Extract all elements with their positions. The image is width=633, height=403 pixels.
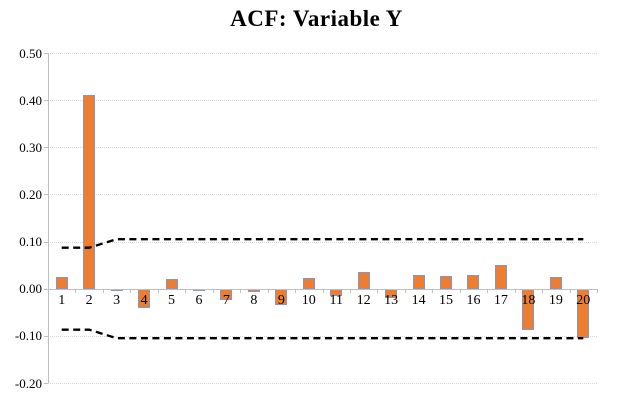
x-axis-tick <box>377 288 379 293</box>
y-axis-line <box>48 53 49 383</box>
gridline <box>48 194 597 196</box>
x-axis-label: 17 <box>493 292 508 308</box>
acf-bar-lag-10 <box>302 278 315 289</box>
y-axis-label: -0.10 <box>14 328 42 344</box>
x-axis-label: 14 <box>411 292 426 308</box>
y-axis-tick <box>44 53 48 54</box>
x-axis-tick <box>75 288 77 293</box>
x-axis-tick <box>487 288 489 293</box>
gridline <box>48 241 597 243</box>
acf-bar-lag-14 <box>412 274 425 289</box>
x-axis-tick <box>185 288 187 293</box>
x-axis-tick <box>514 288 516 293</box>
x-axis-tick <box>130 288 132 293</box>
x-axis-label: 19 <box>548 292 563 308</box>
x-axis-label: 3 <box>113 292 121 308</box>
x-axis-label: 16 <box>466 292 481 308</box>
x-axis-label: 12 <box>356 292 371 308</box>
x-axis-tick <box>404 288 406 293</box>
y-axis-tick <box>44 100 48 102</box>
x-axis-label: 6 <box>195 292 203 308</box>
y-axis-tick <box>44 147 48 149</box>
x-axis-tick <box>349 288 351 293</box>
x-axis-label: 1 <box>58 292 66 308</box>
x-axis-label: 7 <box>222 292 230 308</box>
acf-bar-lag-1 <box>55 276 68 289</box>
acf-bar-lag-5 <box>165 279 178 289</box>
y-axis-label: -0.20 <box>14 375 42 391</box>
x-axis-label: 15 <box>439 292 454 308</box>
gridline <box>48 100 597 102</box>
x-axis-label: 4 <box>140 292 148 308</box>
x-axis-tick <box>240 288 242 293</box>
x-axis-tick <box>459 288 461 293</box>
x-axis-label: 18 <box>521 292 536 308</box>
x-axis-tick <box>48 288 49 293</box>
x-axis-label: 9 <box>277 292 285 308</box>
y-axis-tick <box>44 288 48 290</box>
y-axis-label: 0.50 <box>19 45 42 61</box>
y-axis-tick <box>44 194 48 196</box>
y-axis-label: 0.00 <box>19 281 42 297</box>
lower-confidence-band <box>61 328 584 340</box>
y-axis-tick <box>44 383 48 384</box>
upper-confidence-band <box>61 238 584 249</box>
gridline <box>48 335 597 337</box>
y-axis-label: 0.10 <box>19 234 42 250</box>
y-axis-tick <box>44 335 48 337</box>
acf-bar-lag-12 <box>357 272 370 289</box>
x-axis-tick <box>295 288 297 293</box>
plot-area: 1 2 3 4 5 6 7 8 9 10 11 12 13 14 15 16 17 18 19 20 <box>48 53 597 384</box>
chart-title: ACF: Variable Y <box>230 6 403 31</box>
x-axis-tick <box>267 288 269 293</box>
x-axis-label: 10 <box>301 292 316 308</box>
x-axis-tick <box>212 288 214 293</box>
x-axis-label: 20 <box>576 292 591 308</box>
acf-bar-lag-19 <box>549 276 562 289</box>
acf-bar-lag-15 <box>440 275 453 289</box>
acf-bar-lag-17 <box>494 265 507 289</box>
x-axis-tick <box>542 288 544 293</box>
x-axis-tick <box>157 288 159 293</box>
x-axis-label: 8 <box>250 292 258 308</box>
x-axis-label: 13 <box>384 292 399 308</box>
x-axis-tick <box>432 288 434 293</box>
x-axis-tick <box>102 288 104 293</box>
gridline <box>48 147 597 149</box>
y-axis-tick <box>44 241 48 243</box>
y-axis-label: 0.20 <box>19 186 42 202</box>
x-axis-label: 2 <box>85 292 93 308</box>
y-axis-label: 0.30 <box>19 139 42 155</box>
gridline <box>48 383 597 384</box>
x-axis-tick <box>322 288 324 293</box>
y-axis-label: 0.40 <box>19 92 42 108</box>
acf-bar-lag-16 <box>467 274 480 289</box>
acf-bar-lag-2 <box>83 95 96 289</box>
x-axis-label: 11 <box>329 292 343 308</box>
x-axis-tick <box>569 288 571 293</box>
x-axis-tick <box>597 288 598 293</box>
gridline <box>48 53 597 54</box>
x-axis-label: 5 <box>168 292 176 308</box>
